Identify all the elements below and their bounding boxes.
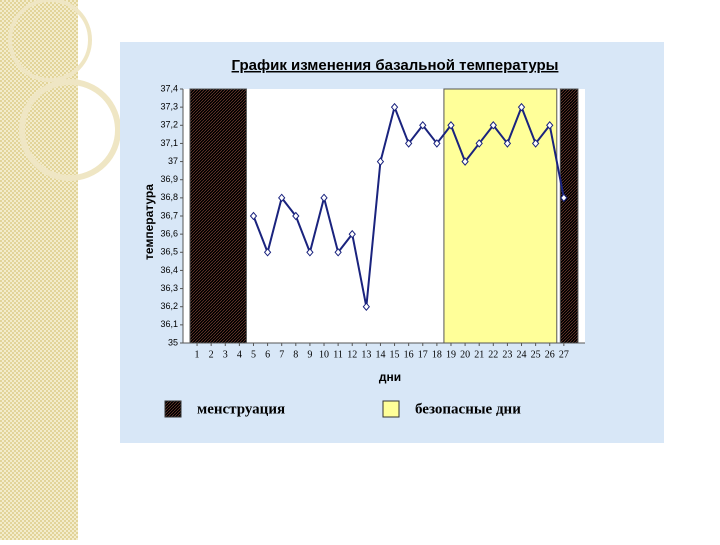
region <box>559 88 579 344</box>
chart-title: График изменения базальной температуры <box>232 57 559 74</box>
x-tick-label: 24 <box>517 349 527 360</box>
point <box>503 139 512 148</box>
x-tick-label: 23 <box>502 349 512 360</box>
point <box>461 157 469 166</box>
x-tick-label: 5 <box>251 349 256 360</box>
x-axis-label: дни <box>379 370 401 384</box>
x-tick-label: 20 <box>460 349 470 360</box>
y-tick-label: 37 <box>168 156 178 166</box>
region <box>189 88 247 344</box>
y-tick-label: 36,6 <box>160 229 178 239</box>
y-tick-label: 36,2 <box>160 301 178 311</box>
x-tick-label: 13 <box>361 349 371 360</box>
decor-circle <box>8 0 92 82</box>
point <box>249 211 258 221</box>
y-tick-label: 35 <box>168 337 178 347</box>
y-tick-label: 36,5 <box>160 247 178 257</box>
y-tick-label: 36,1 <box>160 319 178 329</box>
x-tick-label: 3 <box>223 349 228 360</box>
x-tick-label: 27 <box>559 349 569 360</box>
point <box>390 102 399 112</box>
x-tick-label: 9 <box>307 349 312 360</box>
point <box>278 193 286 203</box>
point <box>531 139 540 148</box>
x-tick-label: 17 <box>418 349 428 360</box>
point <box>433 139 441 148</box>
y-tick-label: 37,1 <box>160 138 178 148</box>
y-tick-label: 36,7 <box>160 210 178 220</box>
decor-circle <box>19 79 121 181</box>
x-tick-label: 22 <box>488 349 498 360</box>
point <box>489 121 497 130</box>
y-tick-label: 37,3 <box>160 102 178 112</box>
point <box>376 157 385 166</box>
point <box>320 193 328 203</box>
y-tick-label: 36,9 <box>160 174 178 184</box>
x-tick-label: 7 <box>279 349 284 360</box>
x-tick-label: 6 <box>265 349 270 360</box>
point <box>475 139 483 148</box>
x-tick-label: 19 <box>446 349 456 360</box>
y-tick-label: 36,3 <box>160 283 178 293</box>
point <box>405 139 413 148</box>
legend-label: безопасные дни <box>415 401 521 417</box>
x-tick-label: 8 <box>293 349 298 360</box>
y-tick-label: 37,2 <box>160 120 178 130</box>
x-tick-label: 2 <box>209 349 214 360</box>
x-tick-label: 1 <box>195 349 200 360</box>
x-tick-label: 4 <box>237 349 242 360</box>
x-tick-label: 12 <box>347 349 357 360</box>
point <box>546 121 554 130</box>
y-axis-label: температура <box>142 184 156 260</box>
y-tick-label: 37,4 <box>160 83 178 93</box>
point <box>419 121 427 130</box>
x-tick-label: 25 <box>531 349 541 360</box>
x-tick-label: 16 <box>404 349 414 360</box>
legend-swatch <box>164 400 182 418</box>
point <box>292 211 300 221</box>
legend-swatch <box>382 400 400 418</box>
point <box>334 248 342 257</box>
point <box>263 248 272 257</box>
point <box>517 102 526 112</box>
legend-label: менструация <box>197 401 285 417</box>
x-tick-label: 14 <box>375 349 385 360</box>
x-tick-label: 26 <box>545 349 555 360</box>
y-tick-label: 36,4 <box>160 265 178 275</box>
x-tick-label: 18 <box>432 349 442 360</box>
point <box>447 121 455 130</box>
point <box>348 229 356 239</box>
x-tick-label: 21 <box>474 349 484 360</box>
x-tick-label: 15 <box>390 349 400 360</box>
point <box>560 193 568 203</box>
x-tick-label: 11 <box>333 349 343 360</box>
x-tick-label: 10 <box>319 349 329 360</box>
point <box>306 248 314 257</box>
region <box>443 88 558 344</box>
point <box>362 302 370 311</box>
y-tick-label: 36,8 <box>160 192 178 202</box>
